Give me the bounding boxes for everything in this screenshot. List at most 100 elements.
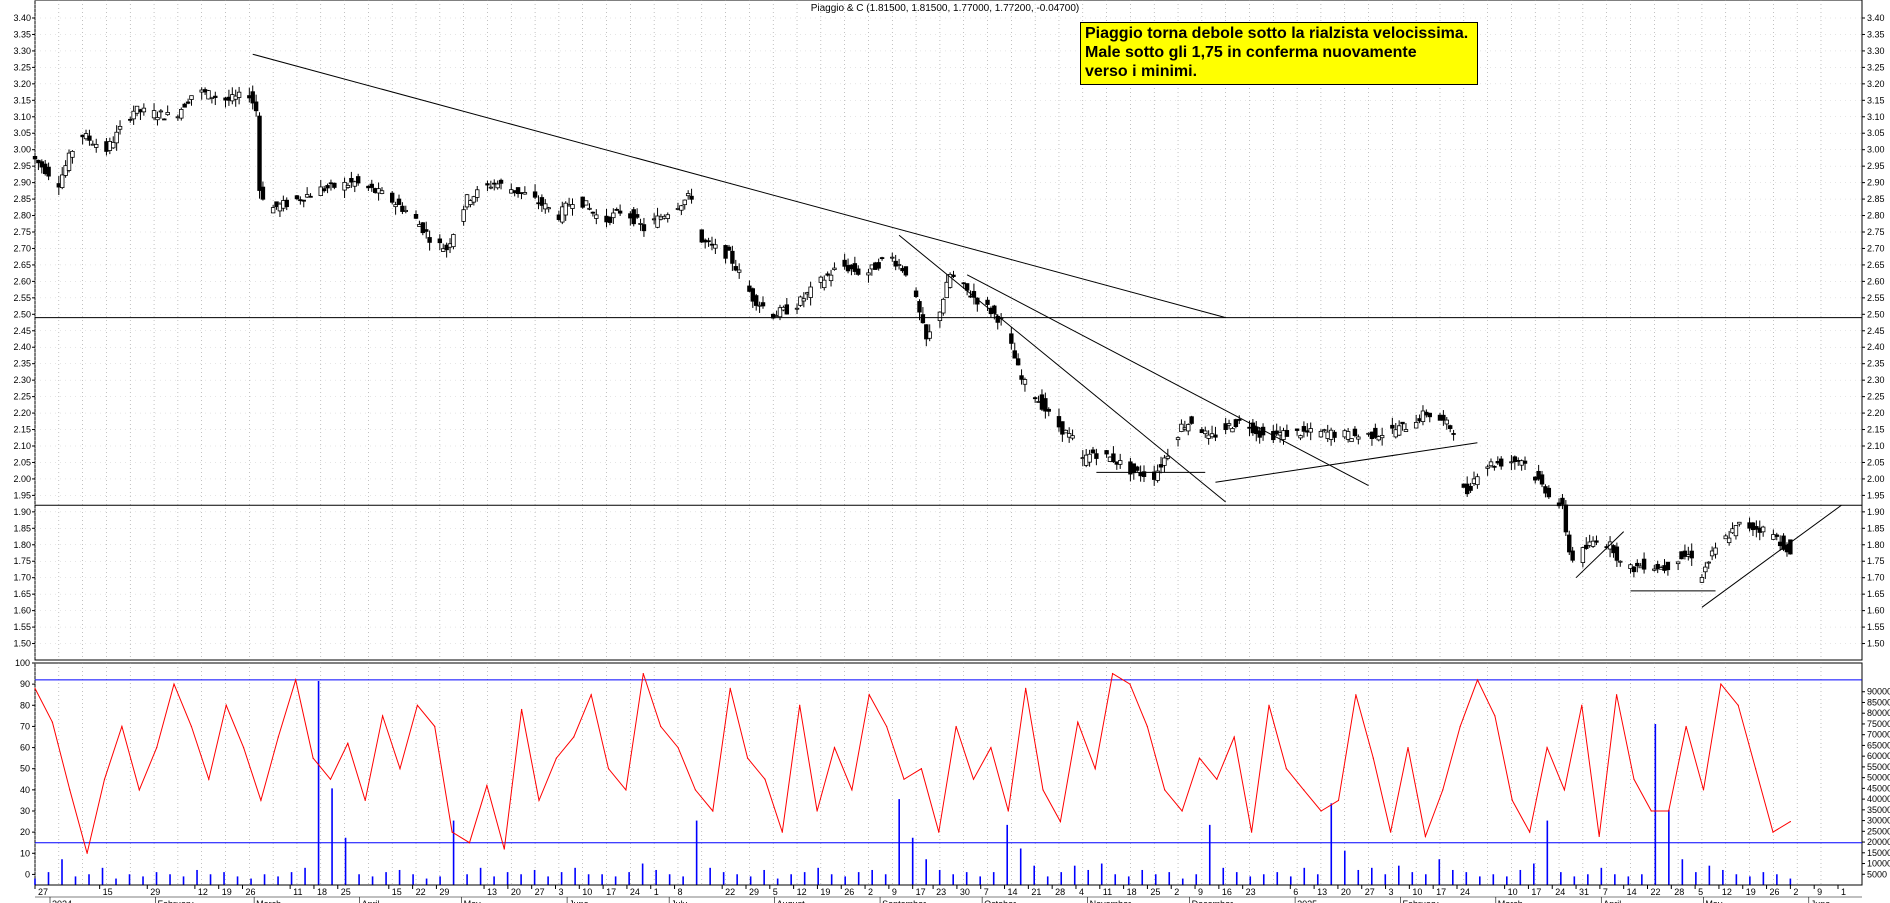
volume-tick-label: 55000 [1867,762,1890,772]
x-day-label: 30 [960,887,970,897]
candle-body [420,222,426,234]
candle-body [570,204,575,209]
y-tick-label-left: 1.60 [13,606,31,616]
oscillator-point [1494,715,1496,717]
oscillator-point [1390,831,1392,833]
osc-tick-label: 20 [20,827,30,837]
y-tick-label-left: 2.50 [13,309,31,319]
candle-body [611,212,616,219]
x-month-label: February [157,899,194,903]
oscillator-point [607,768,610,770]
candle-body [1356,436,1361,440]
x-day-label: 3 [558,887,563,897]
volume-tick-label: 5000 [1867,869,1887,879]
oscillator-point [1198,757,1201,759]
oscillator-point [1094,768,1096,770]
x-day-label: 13 [1317,887,1327,897]
osc-tick-label: 70 [20,721,30,731]
candle-body [257,115,262,191]
x-day-label: 22 [725,887,735,897]
trendline [252,53,1226,319]
y-tick-label-left: 2.65 [13,260,31,270]
candle-body [1447,425,1453,429]
osc-tick-label: 50 [20,764,30,774]
x-day-label: 15 [103,887,113,897]
y-tick-label-right: 2.25 [1867,392,1885,402]
candle-body [369,183,374,188]
oscillator-point [938,831,940,833]
x-day-label: 12 [797,887,807,897]
x-month-label: September [882,899,926,903]
x-day-label: 28 [1055,887,1065,897]
oscillator-point [642,672,644,675]
x-day-label: 1 [654,887,659,897]
oscillator-point [1233,736,1235,738]
y-tick-label-left: 2.25 [13,392,31,402]
y-tick-label-left: 2.10 [13,441,31,451]
candle-body [213,95,218,98]
candle-body [842,259,847,267]
oscillator-point [1668,810,1670,812]
volume-tick-label: 70000 [1867,730,1890,740]
y-tick-label-right: 2.10 [1867,441,1885,451]
oscillator-point [1337,799,1340,802]
candle-body [682,199,687,206]
candle-body [1223,423,1228,430]
x-month-label: March [1498,899,1523,903]
candle-body [927,331,932,339]
oscillator-point [51,721,53,723]
oscillator-panel: 0 10 20 30 40 50 60 70 80 90 100 900008500080000750… [15,658,1890,886]
candle-body [1488,461,1494,467]
osc-tick-label: 40 [20,785,30,795]
oscillator-point [381,715,384,717]
y-tick-label-right: 1.60 [1867,606,1885,616]
oscillator-point [851,789,853,791]
oscillator-point [1737,704,1739,706]
volume-tick-label: 60000 [1867,751,1890,761]
y-tick-label-left: 2.05 [13,457,31,467]
oscillator-point [1059,820,1062,823]
oscillator-point [1685,725,1687,728]
candle-body [1400,421,1405,425]
trendline [898,234,1226,503]
oscillator-point [694,789,697,791]
x-day-label: 26 [1770,887,1780,897]
annotation-note: Piaggio torna debole sotto la rialzista … [1080,22,1478,85]
candle-body [1771,534,1776,540]
candle-body [1349,438,1354,443]
candle-body [1063,429,1068,434]
candle-body [424,229,429,232]
candle-body [66,152,72,171]
candle-body [730,250,735,264]
oscillator-point [1042,789,1044,791]
x-day-label: 9 [1817,887,1822,897]
y-tick-label-right: 2.00 [1867,474,1885,484]
candle-body [706,240,711,243]
x-day-label: 31 [1579,887,1589,897]
candle-body [583,200,589,206]
y-tick-label-left: 2.55 [13,293,31,303]
y-tick-label-right: 1.85 [1867,523,1885,533]
y-tick-label-right: 2.90 [1867,178,1885,188]
x-day-label: 19 [222,887,232,897]
candle-body [1584,544,1589,549]
candle-body [784,304,790,315]
candle-body [1009,333,1014,344]
candle-body [94,143,99,148]
oscillator-line [34,672,1791,854]
candle-body [1301,426,1307,432]
candle-body [587,207,592,210]
x-day-label: 11 [293,887,302,897]
oscillator-point [1772,831,1774,833]
candle-body [685,193,691,197]
x-day-label: 14 [1627,887,1637,897]
osc-tick-label: 30 [20,806,30,816]
candle-body [189,95,194,100]
oscillator-point [1546,746,1548,749]
oscillator-point [799,704,801,706]
annotation-line-2: Male sotto gli 1,75 in conferma nuovamen… [1085,44,1417,61]
y-tick-label-left: 2.20 [13,408,31,418]
oscillator-point [103,778,106,780]
oscillator-point [521,708,523,711]
candle-body [1070,435,1075,439]
